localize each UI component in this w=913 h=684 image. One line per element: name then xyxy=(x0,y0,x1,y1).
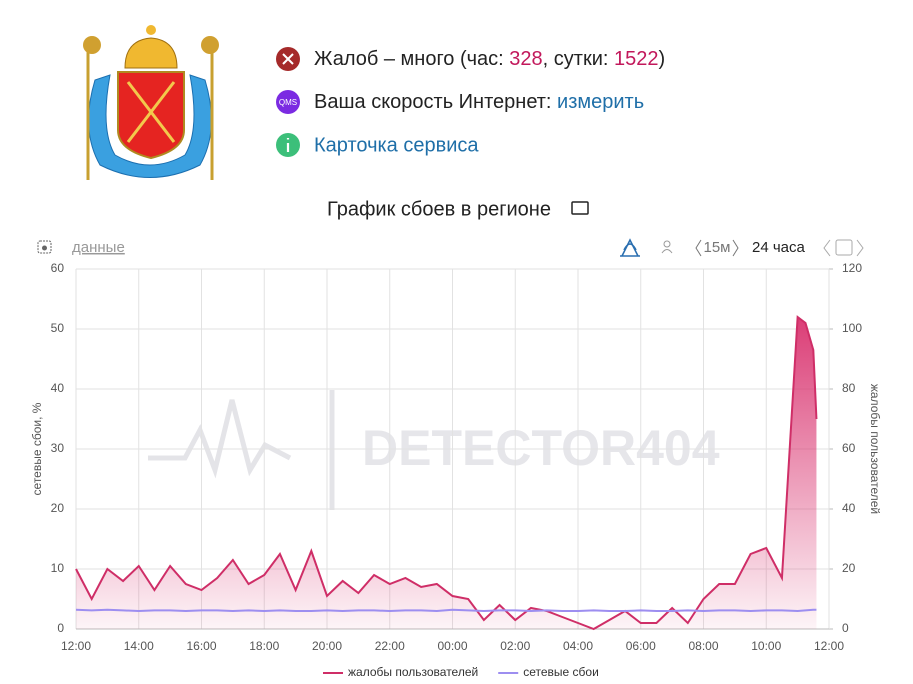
series-line xyxy=(75,315,818,631)
camera-icon[interactable] xyxy=(37,240,52,254)
service-card-link[interactable]: Карточка сервиса xyxy=(314,134,479,156)
coat-of-arms xyxy=(83,25,219,180)
screen-icon[interactable] xyxy=(571,201,589,215)
y-tick-label: 30 xyxy=(51,441,65,455)
speed-status: Ваша скорость Интернет: измерить xyxy=(314,91,644,113)
x-tick-label: 06:00 xyxy=(626,639,656,653)
legend-label: жалобы пользователей xyxy=(348,665,478,679)
x-tick-label: 12:00 xyxy=(814,639,844,653)
status-text: , сутки: xyxy=(543,48,614,70)
y-tick-label: 60 xyxy=(51,261,65,275)
legend-label: сетевые сбои xyxy=(523,665,599,679)
y2-axis-title: жалобы пользователей xyxy=(868,384,882,514)
user-icon[interactable] xyxy=(663,240,671,248)
hour-count: 328 xyxy=(509,48,542,70)
measure-link[interactable]: измерить xyxy=(557,91,644,113)
status-text: Жалоб – много (час: xyxy=(314,48,509,70)
camera-icon-lens xyxy=(42,245,47,251)
x-tick-label: 10:00 xyxy=(751,639,781,653)
y-axis-title: сетевые сбои, % xyxy=(30,402,44,495)
complaints-status: Жалоб – много (час: 328, сутки: 1522) xyxy=(314,48,665,70)
status-text: Ваша скорость Интернет: xyxy=(314,91,557,113)
prev-interval[interactable] xyxy=(695,239,702,257)
watermark-logo xyxy=(148,390,335,510)
qms-label: QMS xyxy=(279,98,297,107)
x-tick-label: 14:00 xyxy=(124,639,154,653)
y-tick-label: 20 xyxy=(51,501,65,515)
qms-icon xyxy=(276,90,300,114)
x-tick-label: 16:00 xyxy=(186,639,216,653)
x-tick-label: 00:00 xyxy=(437,639,467,653)
y2-tick-label: 20 xyxy=(842,561,856,575)
interval-label[interactable]: 15м xyxy=(704,239,731,256)
day-count: 1522 xyxy=(614,48,659,70)
series-area xyxy=(76,317,817,629)
chart-title: График сбоев в регионе xyxy=(327,198,551,220)
series-line xyxy=(75,608,817,613)
y2-tick-label: 120 xyxy=(842,261,862,275)
user-icon-body xyxy=(661,249,673,254)
watermark: DETECTOR404 xyxy=(362,420,720,476)
x-tick-label: 08:00 xyxy=(688,639,718,653)
x-tick-label: 18:00 xyxy=(249,639,279,653)
y2-tick-label: 40 xyxy=(842,501,856,515)
period-label[interactable]: 24 часа xyxy=(752,239,806,256)
y2-tick-label: 60 xyxy=(842,441,856,455)
x-tick-label: 12:00 xyxy=(61,639,91,653)
y2-tick-label: 0 xyxy=(842,621,849,635)
y2-tick-label: 80 xyxy=(842,381,856,395)
x-tick-label: 22:00 xyxy=(375,639,405,653)
next-interval[interactable] xyxy=(732,239,739,257)
data-link[interactable]: данные xyxy=(72,239,125,256)
next-day[interactable] xyxy=(856,239,864,257)
y-tick-label: 0 xyxy=(57,621,64,635)
y-tick-label: 10 xyxy=(51,561,65,575)
chart-mode-icon[interactable] xyxy=(620,238,640,257)
y-tick-label: 50 xyxy=(51,321,65,335)
status-text: ) xyxy=(658,48,665,70)
error-icon-cross xyxy=(282,53,294,65)
x-tick-label: 20:00 xyxy=(312,639,342,653)
prev-day[interactable] xyxy=(823,239,831,257)
chart: DETECTOR404 0 10 20 30 40 50 60 0 20 40 60 80 100 120 1… xyxy=(30,261,882,679)
y2-tick-label: 100 xyxy=(842,321,862,335)
calendar-icon[interactable] xyxy=(835,239,853,256)
y-tick-label: 40 xyxy=(51,381,65,395)
x-tick-label: 04:00 xyxy=(563,639,593,653)
x-tick-label: 02:00 xyxy=(500,639,530,653)
